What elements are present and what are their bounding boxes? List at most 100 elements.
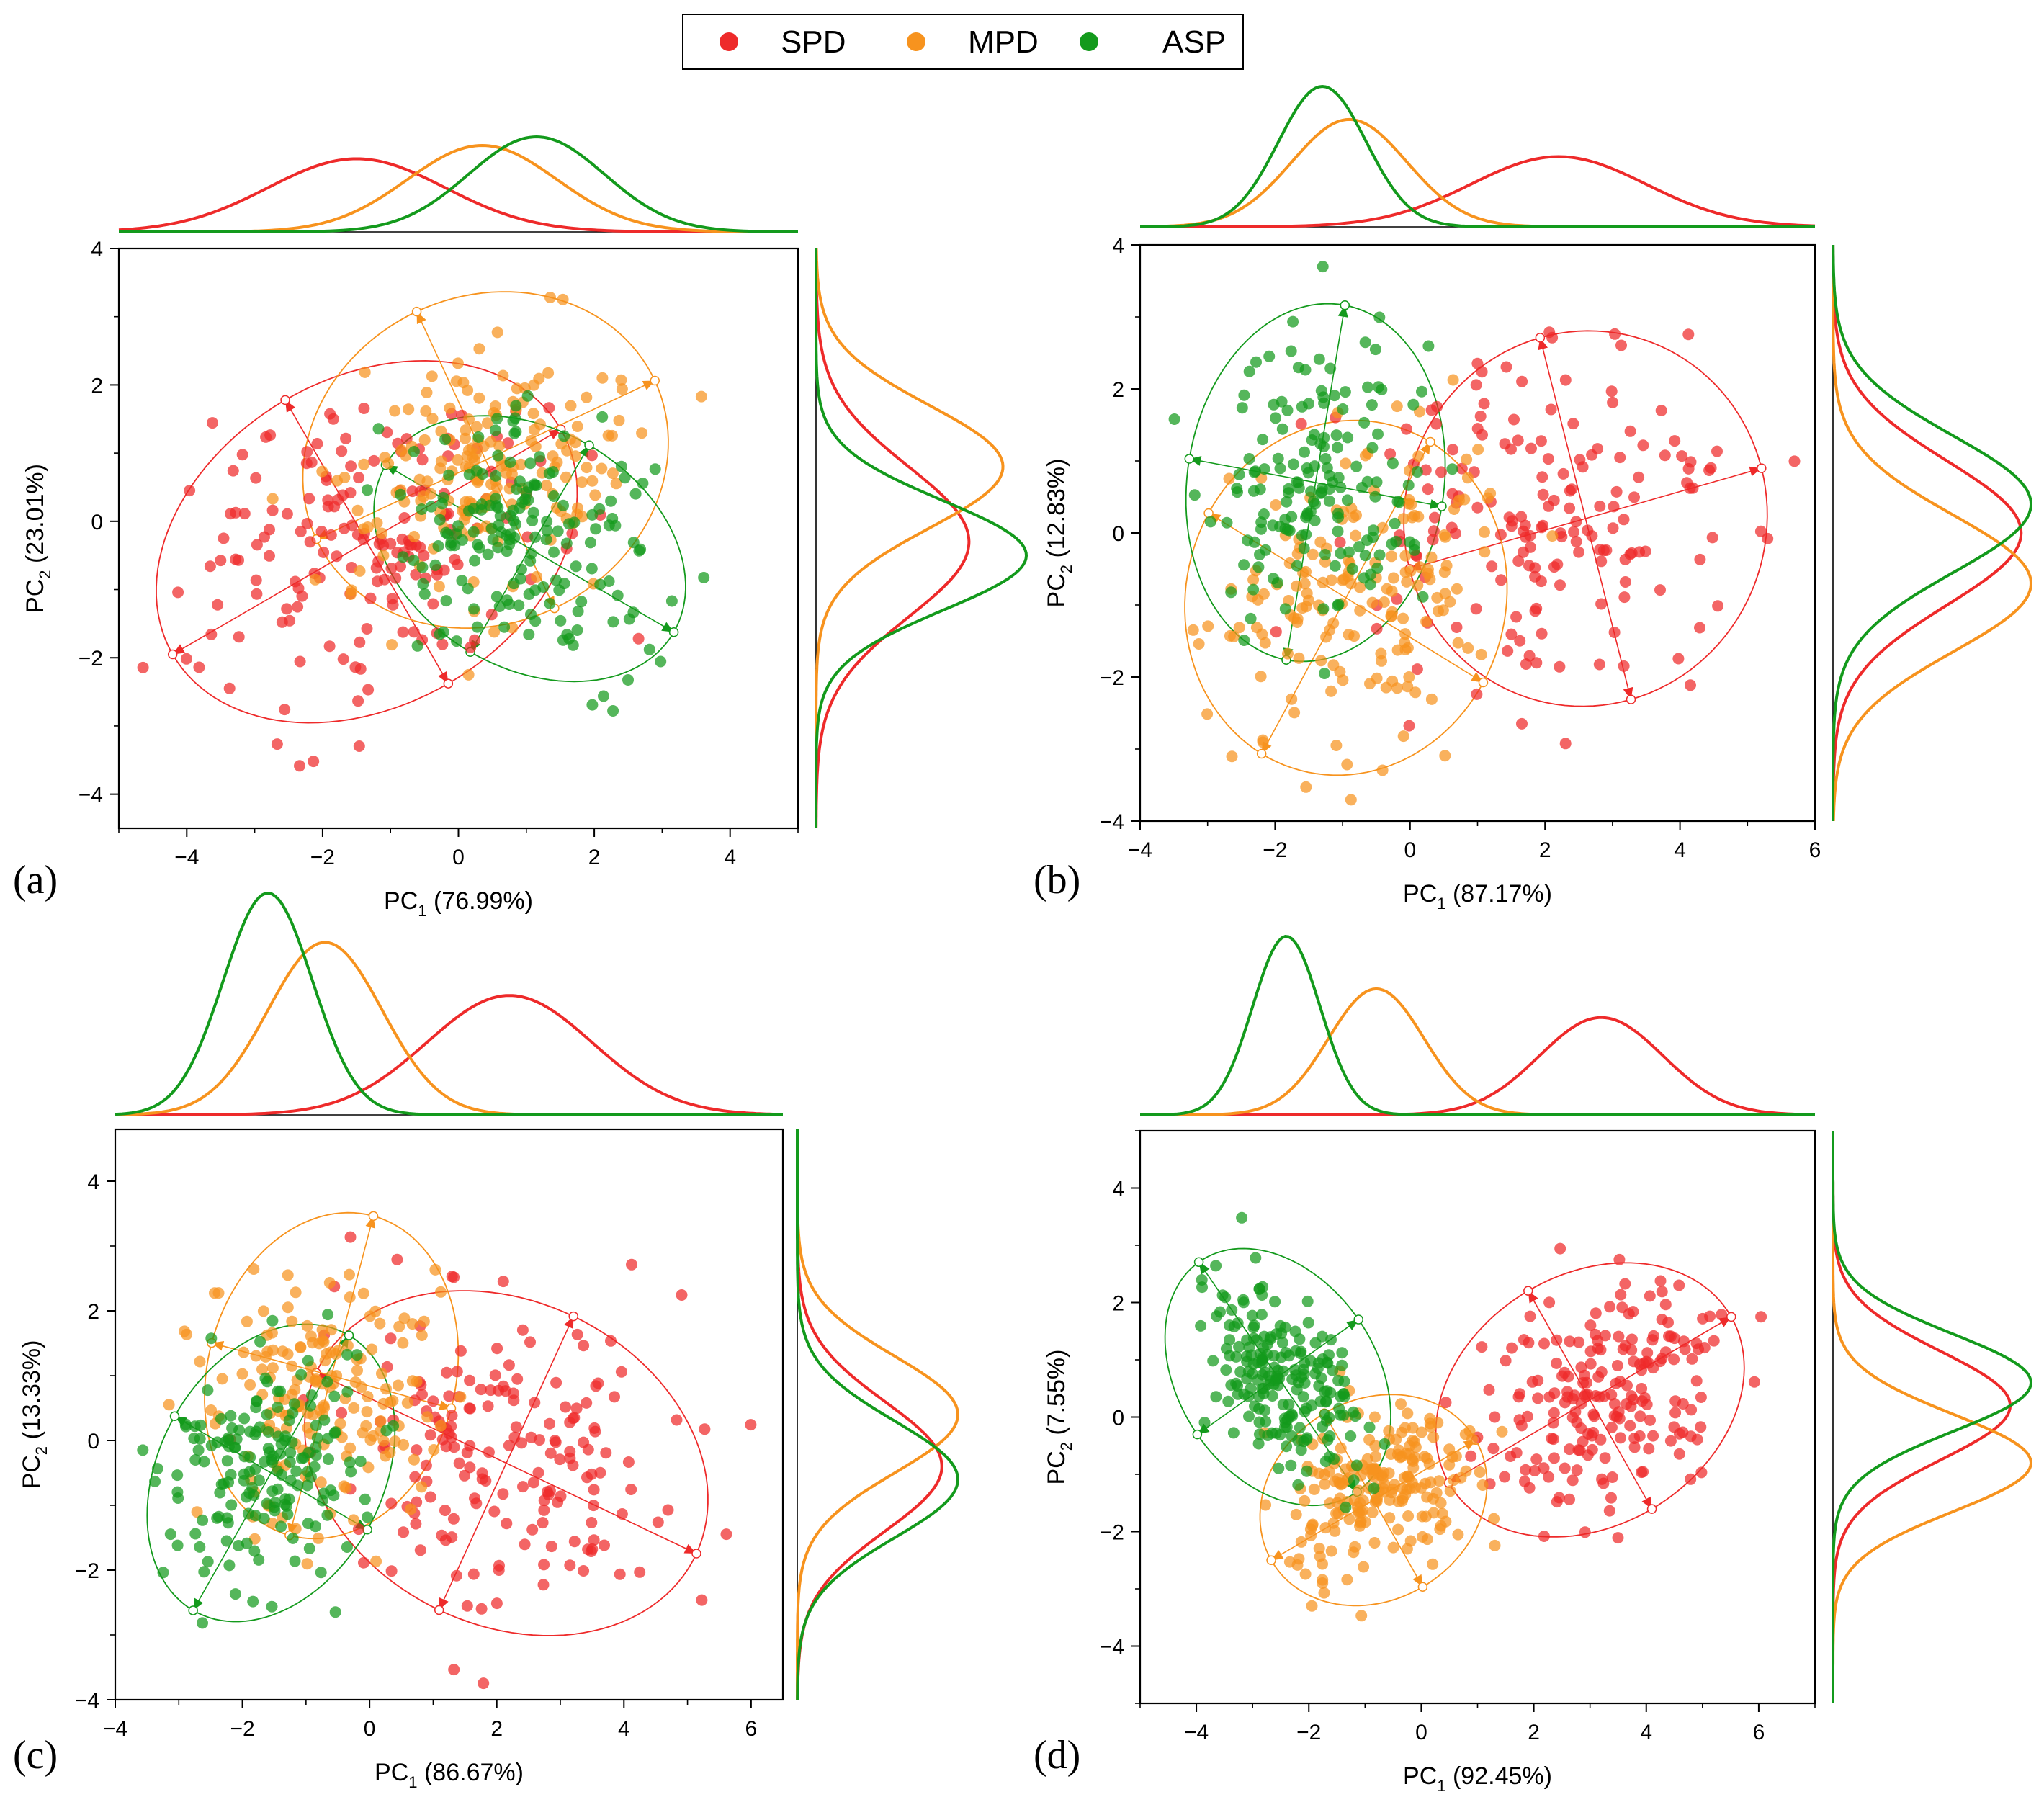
point-spd	[301, 518, 313, 529]
point-mpd	[1496, 1425, 1508, 1438]
point-asp	[303, 1543, 315, 1554]
point-spd	[448, 1271, 460, 1283]
point-mpd	[1380, 681, 1392, 694]
point-mpd	[1403, 493, 1415, 506]
point-spd	[534, 1434, 545, 1446]
density-y-spd	[815, 248, 971, 829]
point-asp	[1246, 1309, 1258, 1322]
point-spd	[1618, 591, 1631, 604]
point-mpd	[1314, 536, 1327, 548]
point-spd	[1606, 1471, 1618, 1483]
point-asp	[218, 1477, 230, 1489]
point-spd	[1431, 400, 1443, 413]
point-spd	[1543, 500, 1555, 512]
point-spd	[578, 1565, 590, 1577]
y-tick-label: −2	[79, 647, 103, 671]
point-spd	[453, 1457, 465, 1469]
point-asp	[1214, 1306, 1226, 1318]
density-x-asp	[119, 135, 798, 233]
point-mpd	[534, 418, 546, 431]
point-mpd	[163, 1399, 175, 1411]
point-spd	[395, 560, 406, 573]
point-spd	[1567, 418, 1579, 430]
point-spd	[1613, 1253, 1626, 1265]
point-mpd	[636, 427, 648, 439]
point-asp	[1363, 1421, 1376, 1433]
panel-a: −4 −2 0 2 4 −4 −2 0 2 4 PC1 (76.99%) PC2 (23.01%) (a…	[13, 135, 1028, 920]
point-mpd	[460, 424, 472, 436]
point-asp	[1324, 362, 1337, 375]
point-spd	[1573, 546, 1585, 558]
point-spd	[1524, 1310, 1536, 1322]
point-asp	[329, 1606, 341, 1618]
point-spd	[1566, 1412, 1579, 1424]
point-spd	[1502, 645, 1514, 657]
ellipse-vertex-mpd	[1266, 1555, 1276, 1565]
point-asp	[171, 1486, 184, 1498]
point-spd	[1505, 1451, 1517, 1462]
point-spd	[1566, 483, 1578, 496]
point-spd	[368, 454, 380, 467]
point-mpd	[1341, 758, 1353, 771]
point-spd	[497, 1380, 509, 1392]
point-spd	[1669, 1332, 1681, 1345]
point-asp	[1249, 1400, 1260, 1412]
point-mpd	[356, 1381, 367, 1393]
point-mpd	[1415, 1426, 1427, 1438]
point-spd	[625, 1484, 637, 1495]
point-spd	[524, 1336, 536, 1348]
point-asp	[575, 596, 588, 608]
point-asp	[526, 514, 539, 526]
point-mpd	[1329, 1475, 1341, 1487]
point-spd	[1595, 1433, 1607, 1446]
point-spd	[1451, 622, 1463, 633]
point-asp	[1402, 479, 1415, 491]
point-spd	[544, 1485, 556, 1497]
point-mpd	[1381, 583, 1393, 595]
ellipse-axis-spd	[438, 1463, 507, 1610]
point-mpd	[1404, 1440, 1416, 1452]
point-asp	[275, 1438, 287, 1450]
point-spd	[544, 1447, 557, 1459]
point-spd	[1716, 1309, 1728, 1321]
point-spd	[1516, 717, 1528, 730]
point-spd	[1656, 1286, 1668, 1298]
point-asp	[1320, 1395, 1332, 1407]
point-mpd	[317, 1334, 328, 1346]
point-asp	[586, 563, 598, 575]
point-asp	[1268, 398, 1280, 411]
point-mpd	[266, 1327, 278, 1339]
point-spd	[1545, 403, 1557, 416]
point-spd	[588, 1484, 600, 1496]
point-spd	[390, 572, 402, 584]
point-asp	[508, 578, 520, 590]
point-asp	[475, 498, 488, 511]
point-mpd	[406, 1375, 418, 1387]
point-asp	[282, 1508, 294, 1520]
x-axis-label: PC1 (87.17%)	[1403, 880, 1552, 913]
point-mpd	[344, 1291, 356, 1304]
point-asp	[649, 463, 661, 475]
point-asp	[1258, 1388, 1270, 1399]
point-spd	[362, 684, 375, 696]
y-tick-label: 4	[87, 1170, 99, 1194]
point-spd	[609, 1391, 620, 1403]
point-mpd	[444, 402, 456, 414]
point-asp	[1219, 1291, 1232, 1304]
point-mpd	[1368, 1537, 1381, 1549]
x-tick-label: 2	[1539, 838, 1551, 862]
point-spd	[1559, 1462, 1571, 1474]
point-spd	[424, 1491, 436, 1503]
point-spd	[1465, 1450, 1477, 1462]
point-mpd	[286, 1360, 298, 1372]
point-spd	[250, 472, 262, 484]
point-asp	[1272, 452, 1284, 465]
ellipse-vertex-spd	[1523, 1286, 1533, 1296]
point-mpd	[1300, 565, 1312, 578]
point-asp	[472, 539, 484, 551]
point-asp	[1348, 1474, 1360, 1487]
point-mpd	[1476, 1479, 1489, 1491]
point-spd	[420, 1459, 432, 1471]
point-asp	[544, 598, 556, 609]
point-asp	[456, 575, 468, 587]
